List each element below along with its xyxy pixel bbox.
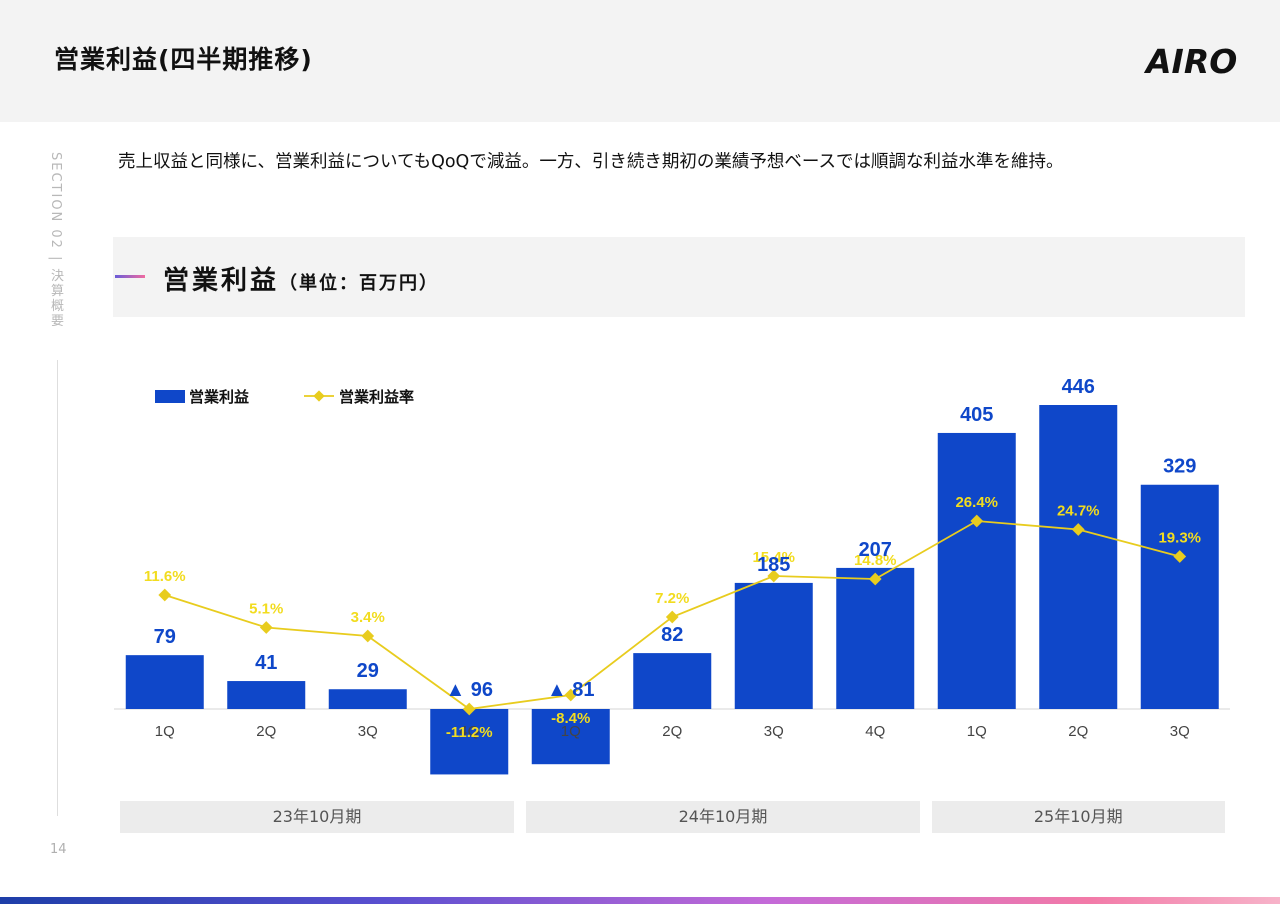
fiscal-period-band-3: 25年10月期 — [932, 801, 1225, 833]
bar-8 — [836, 567, 915, 709]
x-tick-label-3: 3Q — [358, 723, 378, 740]
x-tick-label-5: 1Q — [561, 723, 581, 740]
bar-value-label-4: ▲ 96 — [445, 679, 493, 701]
lead-text: 売上収益と同様に、営業利益についてもQoQで減益。一方、引き続き期初の業績予想ベ… — [118, 152, 1064, 172]
bar-value-label-5: ▲ 81 — [547, 679, 595, 701]
rate-marker-1 — [158, 588, 172, 602]
bar-11 — [1140, 484, 1219, 709]
x-tick-label-4: 4Q — [459, 723, 479, 740]
section-subtitle: 決算概要 — [48, 268, 63, 329]
bar-value-label-8: 207 — [859, 539, 892, 561]
legend-line-label: 営業利益率 — [339, 388, 414, 406]
side-rule — [57, 360, 58, 816]
fiscal-period-band-1: 23年10月期 — [120, 801, 514, 833]
rate-label-4: -11.2% — [446, 724, 493, 741]
bar-9 — [937, 432, 1016, 709]
bar-10 — [1039, 405, 1118, 709]
chart-header-accent-line — [115, 275, 145, 278]
rate-marker-2 — [259, 621, 273, 634]
section-divider: | — [48, 249, 63, 269]
chart-unit: （単位：百万円） — [279, 273, 440, 294]
page-title: 営業利益(四半期推移) — [54, 45, 313, 74]
rate-marker-3 — [361, 629, 375, 643]
legend-line-marker — [313, 390, 325, 402]
airo-logo-text: AIRO — [1143, 42, 1237, 81]
section-label: SECTION 02 — [48, 152, 63, 250]
header-band — [0, 0, 1280, 122]
bar-value-label-9: 405 — [960, 404, 993, 426]
bar-value-label-3: 29 — [357, 660, 379, 682]
x-tick-label-11: 3Q — [1170, 723, 1190, 740]
rate-label-6: 7.2% — [655, 590, 689, 607]
bar-value-label-1: 79 — [154, 626, 176, 648]
x-tick-label-2: 2Q — [256, 723, 276, 740]
x-tick-label-1: 1Q — [155, 723, 175, 740]
bar-value-label-6: 82 — [661, 624, 683, 646]
rate-label-3: 3.4% — [351, 609, 385, 626]
airo-logo: AIRO — [1143, 42, 1237, 81]
x-tick-label-8: 4Q — [865, 723, 885, 740]
bar-7 — [734, 582, 813, 709]
legend-bar-label: 営業利益 — [189, 388, 249, 406]
x-tick-label-9: 1Q — [967, 723, 987, 740]
bar-value-label-7: 185 — [757, 554, 790, 576]
rate-label-8: 14.8% — [854, 552, 897, 569]
fiscal-period-band-2: 24年10月期 — [526, 801, 920, 833]
bar-4 — [430, 709, 509, 775]
rate-label-5: -8.4% — [551, 710, 590, 727]
bar-5 — [531, 709, 610, 765]
bar-value-label-2: 41 — [255, 652, 277, 674]
bar-value-label-11: 329 — [1163, 456, 1196, 478]
bar-value-label-10: 446 — [1062, 376, 1095, 398]
legend-bar-swatch — [155, 390, 185, 403]
x-tick-label-6: 2Q — [662, 723, 682, 740]
chart-header-band: 営業利益（単位：百万円） — [113, 237, 1245, 317]
bottom-gradient-bar — [0, 897, 1280, 904]
x-tick-label-10: 2Q — [1068, 723, 1088, 740]
rate-label-10: 24.7% — [1057, 503, 1100, 520]
page-number: 14 — [50, 842, 67, 857]
bar-3 — [328, 689, 407, 709]
x-tick-label-7: 3Q — [764, 723, 784, 740]
rate-label-9: 26.4% — [955, 494, 998, 511]
chart-title-text: 営業利益 — [163, 266, 280, 296]
bar-2 — [227, 681, 306, 709]
rate-label-7: 15.4% — [752, 549, 795, 566]
chart-title: 営業利益（単位：百万円） — [163, 260, 439, 297]
bar-1 — [125, 655, 204, 709]
bar-6 — [633, 653, 712, 709]
rate-label-11: 19.3% — [1158, 530, 1201, 547]
rate-label-1: 11.6% — [144, 568, 186, 585]
rate-label-2: 5.1% — [249, 601, 283, 618]
section-side-label: SECTION 02 | 決算概要 — [46, 152, 65, 329]
